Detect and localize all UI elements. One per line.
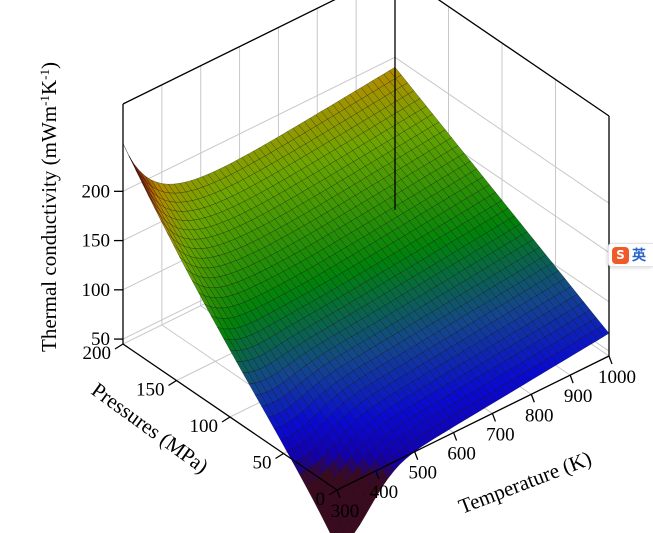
tick-label: 500 (408, 463, 437, 484)
axis-ticks: 50 100 150 200 0 50 100 150 200 300 400 500 600 700 80… (82, 181, 637, 522)
tick-label: 300 (331, 501, 360, 522)
tick-label: 800 (525, 405, 554, 426)
ime-indicator[interactable]: S 英 (608, 243, 653, 267)
tick-label: 900 (564, 386, 593, 407)
tick-label: 0 (316, 489, 326, 510)
tick-label: 100 (82, 280, 111, 301)
tick-label: 50 (253, 453, 272, 474)
tick-label: 150 (82, 231, 111, 252)
tick-label: 150 (136, 380, 165, 401)
tick-label: 100 (190, 416, 219, 437)
tick-label: 400 (370, 482, 399, 503)
thermal-conductivity-surface (122, 66, 610, 533)
sogou-logo-icon: S (612, 246, 629, 264)
tick-label: 200 (82, 181, 111, 202)
tick-label: 700 (486, 424, 515, 445)
ime-language-label: 英 (632, 248, 646, 264)
x-axis-title: Temperature (K) (455, 446, 594, 519)
tick-label: 1000 (598, 367, 636, 388)
tick-label: 50 (91, 329, 110, 350)
tick-label: 600 (447, 444, 476, 465)
z-axis-title: Thermal conductivity (mWm-1K-1) (37, 62, 62, 352)
surface-patch (336, 526, 346, 533)
tick-label: 200 (83, 343, 112, 364)
